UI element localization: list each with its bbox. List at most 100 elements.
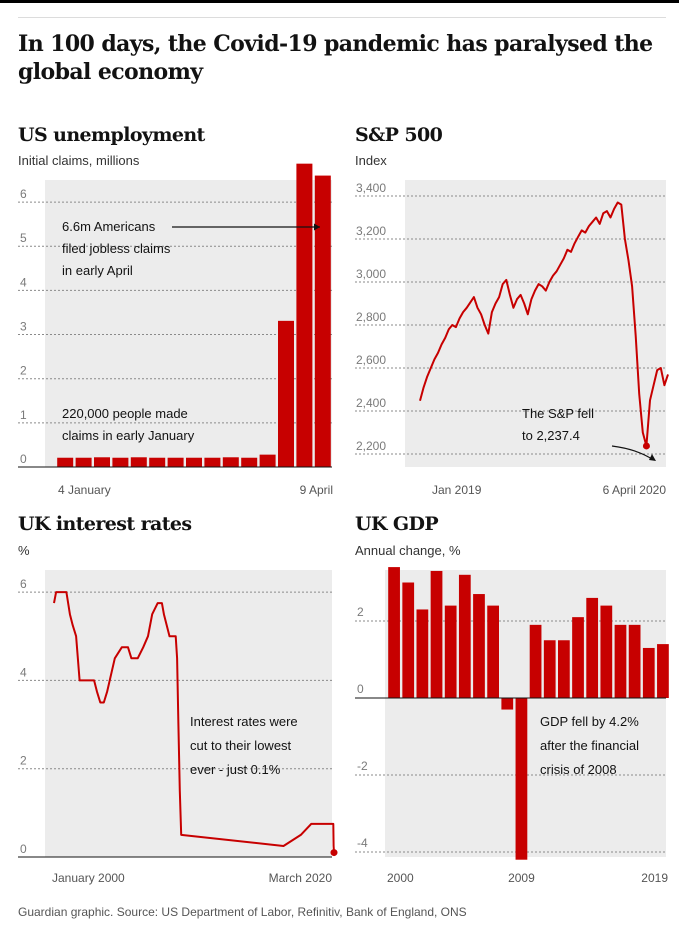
unemployment-annotation-line: claims in early January	[62, 428, 195, 443]
unemployment-ytick-label: 1	[20, 408, 27, 422]
unemployment-ytick-label: 2	[20, 364, 27, 378]
rates-xtick-label: January 2000	[52, 871, 125, 885]
gdp-title: UK GDP	[355, 513, 439, 535]
gdp-bar	[600, 605, 613, 698]
unemployment-bar	[241, 457, 258, 467]
unemployment-bar	[130, 457, 147, 467]
gdp-bar	[572, 617, 584, 698]
rates-ytick-label: 2	[20, 754, 27, 768]
unemployment-bar	[186, 457, 202, 467]
unemployment-bar	[278, 320, 294, 467]
headline: In 100 days, the Covid-19 pandemic has p…	[18, 31, 653, 85]
gdp-annotation-line: after the financial	[540, 738, 639, 753]
rates-title: UK interest rates	[18, 513, 192, 535]
gdp-bar	[444, 605, 457, 698]
unemployment-bar	[94, 457, 110, 467]
sp500-annotation-line: to 2,237.4	[522, 428, 580, 443]
rates-line	[53, 591, 335, 853]
gdp-ytick-label: 2	[357, 605, 364, 619]
rates-annotation-line: Interest rates were	[190, 714, 298, 729]
gdp-bar	[402, 582, 415, 698]
gdp-ytick-label: 0	[357, 682, 364, 696]
unemployment-bar	[149, 457, 166, 467]
sp500-xtick-label: 6 April 2020	[603, 483, 667, 497]
gdp-xtick-label: 2000	[387, 871, 414, 885]
gdp-bar	[388, 567, 400, 698]
unemployment-bar	[112, 457, 129, 467]
unemployment-annotation-line: in early April	[62, 263, 133, 278]
rates-annotation-line: cut to their lowest	[190, 738, 292, 753]
sp500-ytick-label: 3,400	[356, 181, 386, 195]
unemployment-ytick-label: 3	[20, 320, 27, 334]
unemployment-bar	[222, 457, 239, 467]
unemployment-bar	[314, 175, 331, 468]
sp500-low-point	[642, 442, 650, 450]
sp500-ytick-label: 2,400	[356, 396, 386, 410]
gdp-bar	[487, 605, 499, 698]
sp500-xtick-label: Jan 2019	[432, 483, 482, 497]
gdp-bar	[501, 698, 514, 710]
sp500-ytick-label: 2,200	[356, 439, 386, 453]
unemployment-bar	[296, 163, 313, 467]
gdp-xtick-label: 2019	[641, 871, 668, 885]
gdp-bar	[473, 594, 485, 698]
rates-subtitle: %	[18, 543, 30, 558]
sp500-annotation-arrow	[611, 445, 653, 460]
gdp-bar	[614, 624, 627, 698]
gdp-bar	[416, 609, 429, 698]
header-rule	[18, 17, 666, 18]
gdp-xtick-label: 2009	[508, 871, 535, 885]
top-bar	[0, 0, 679, 3]
unemployment-ytick-label: 6	[20, 187, 27, 201]
sp500-ytick-label: 3,000	[356, 267, 386, 281]
gdp-annotation-line: crisis of 2008	[540, 762, 617, 777]
gdp-bar	[515, 698, 528, 860]
sp500-plot-area	[405, 180, 666, 467]
unemployment-arrowhead	[314, 223, 320, 231]
unemployment-bar	[57, 457, 74, 467]
sp500-ytick-label: 2,800	[356, 310, 386, 324]
gdp-subtitle: Annual change, %	[355, 543, 461, 558]
rates-ytick-label: 0	[20, 842, 27, 856]
unemployment-bar	[75, 457, 92, 467]
unemployment-annotation-line: filed jobless claims	[62, 241, 171, 256]
sp500-ytick-label: 3,200	[356, 224, 386, 238]
unemployment-subtitle: Initial claims, millions	[18, 153, 140, 168]
unemployment-annotation-line: 220,000 people made	[62, 406, 188, 421]
rates-plot-area	[45, 570, 332, 857]
unemployment-annotation-line: 6.6m Americans	[62, 219, 156, 234]
gdp-bar	[543, 640, 556, 698]
gdp-bar	[642, 647, 655, 698]
sp500-subtitle: Index	[355, 153, 387, 168]
sp500-title: S&P 500	[355, 124, 443, 146]
gdp-bar	[628, 624, 641, 698]
unemployment-bar	[167, 457, 184, 467]
source-note: Guardian graphic. Source: US Department …	[18, 905, 467, 919]
unemployment-xtick-label: 9 April	[300, 483, 333, 497]
sp500-arrowhead	[649, 454, 656, 461]
rates-annotation-line: ever - just 0.1%	[190, 762, 281, 777]
gdp-bar	[586, 597, 599, 698]
unemployment-title: US unemployment	[18, 124, 205, 146]
rates-ytick-label: 6	[20, 577, 27, 591]
unemployment-bar	[259, 454, 276, 467]
sp500-annotation-line: The S&P fell	[522, 406, 594, 421]
unemployment-ytick-label: 5	[20, 231, 27, 245]
gdp-bar	[558, 640, 570, 698]
unemployment-ytick-label: 0	[20, 452, 27, 466]
unemployment-bar	[204, 457, 221, 467]
sp500-ytick-label: 2,600	[356, 353, 386, 367]
gdp-bar	[657, 644, 669, 698]
gdp-ytick-label: -4	[357, 836, 368, 850]
sp500-line	[419, 201, 669, 447]
gdp-bar	[430, 570, 443, 698]
gdp-bar	[529, 624, 542, 698]
rates-xtick-label: March 2020	[269, 871, 333, 885]
unemployment-ytick-label: 4	[20, 275, 27, 289]
rates-low-point	[330, 849, 338, 857]
rates-ytick-label: 4	[20, 665, 27, 679]
